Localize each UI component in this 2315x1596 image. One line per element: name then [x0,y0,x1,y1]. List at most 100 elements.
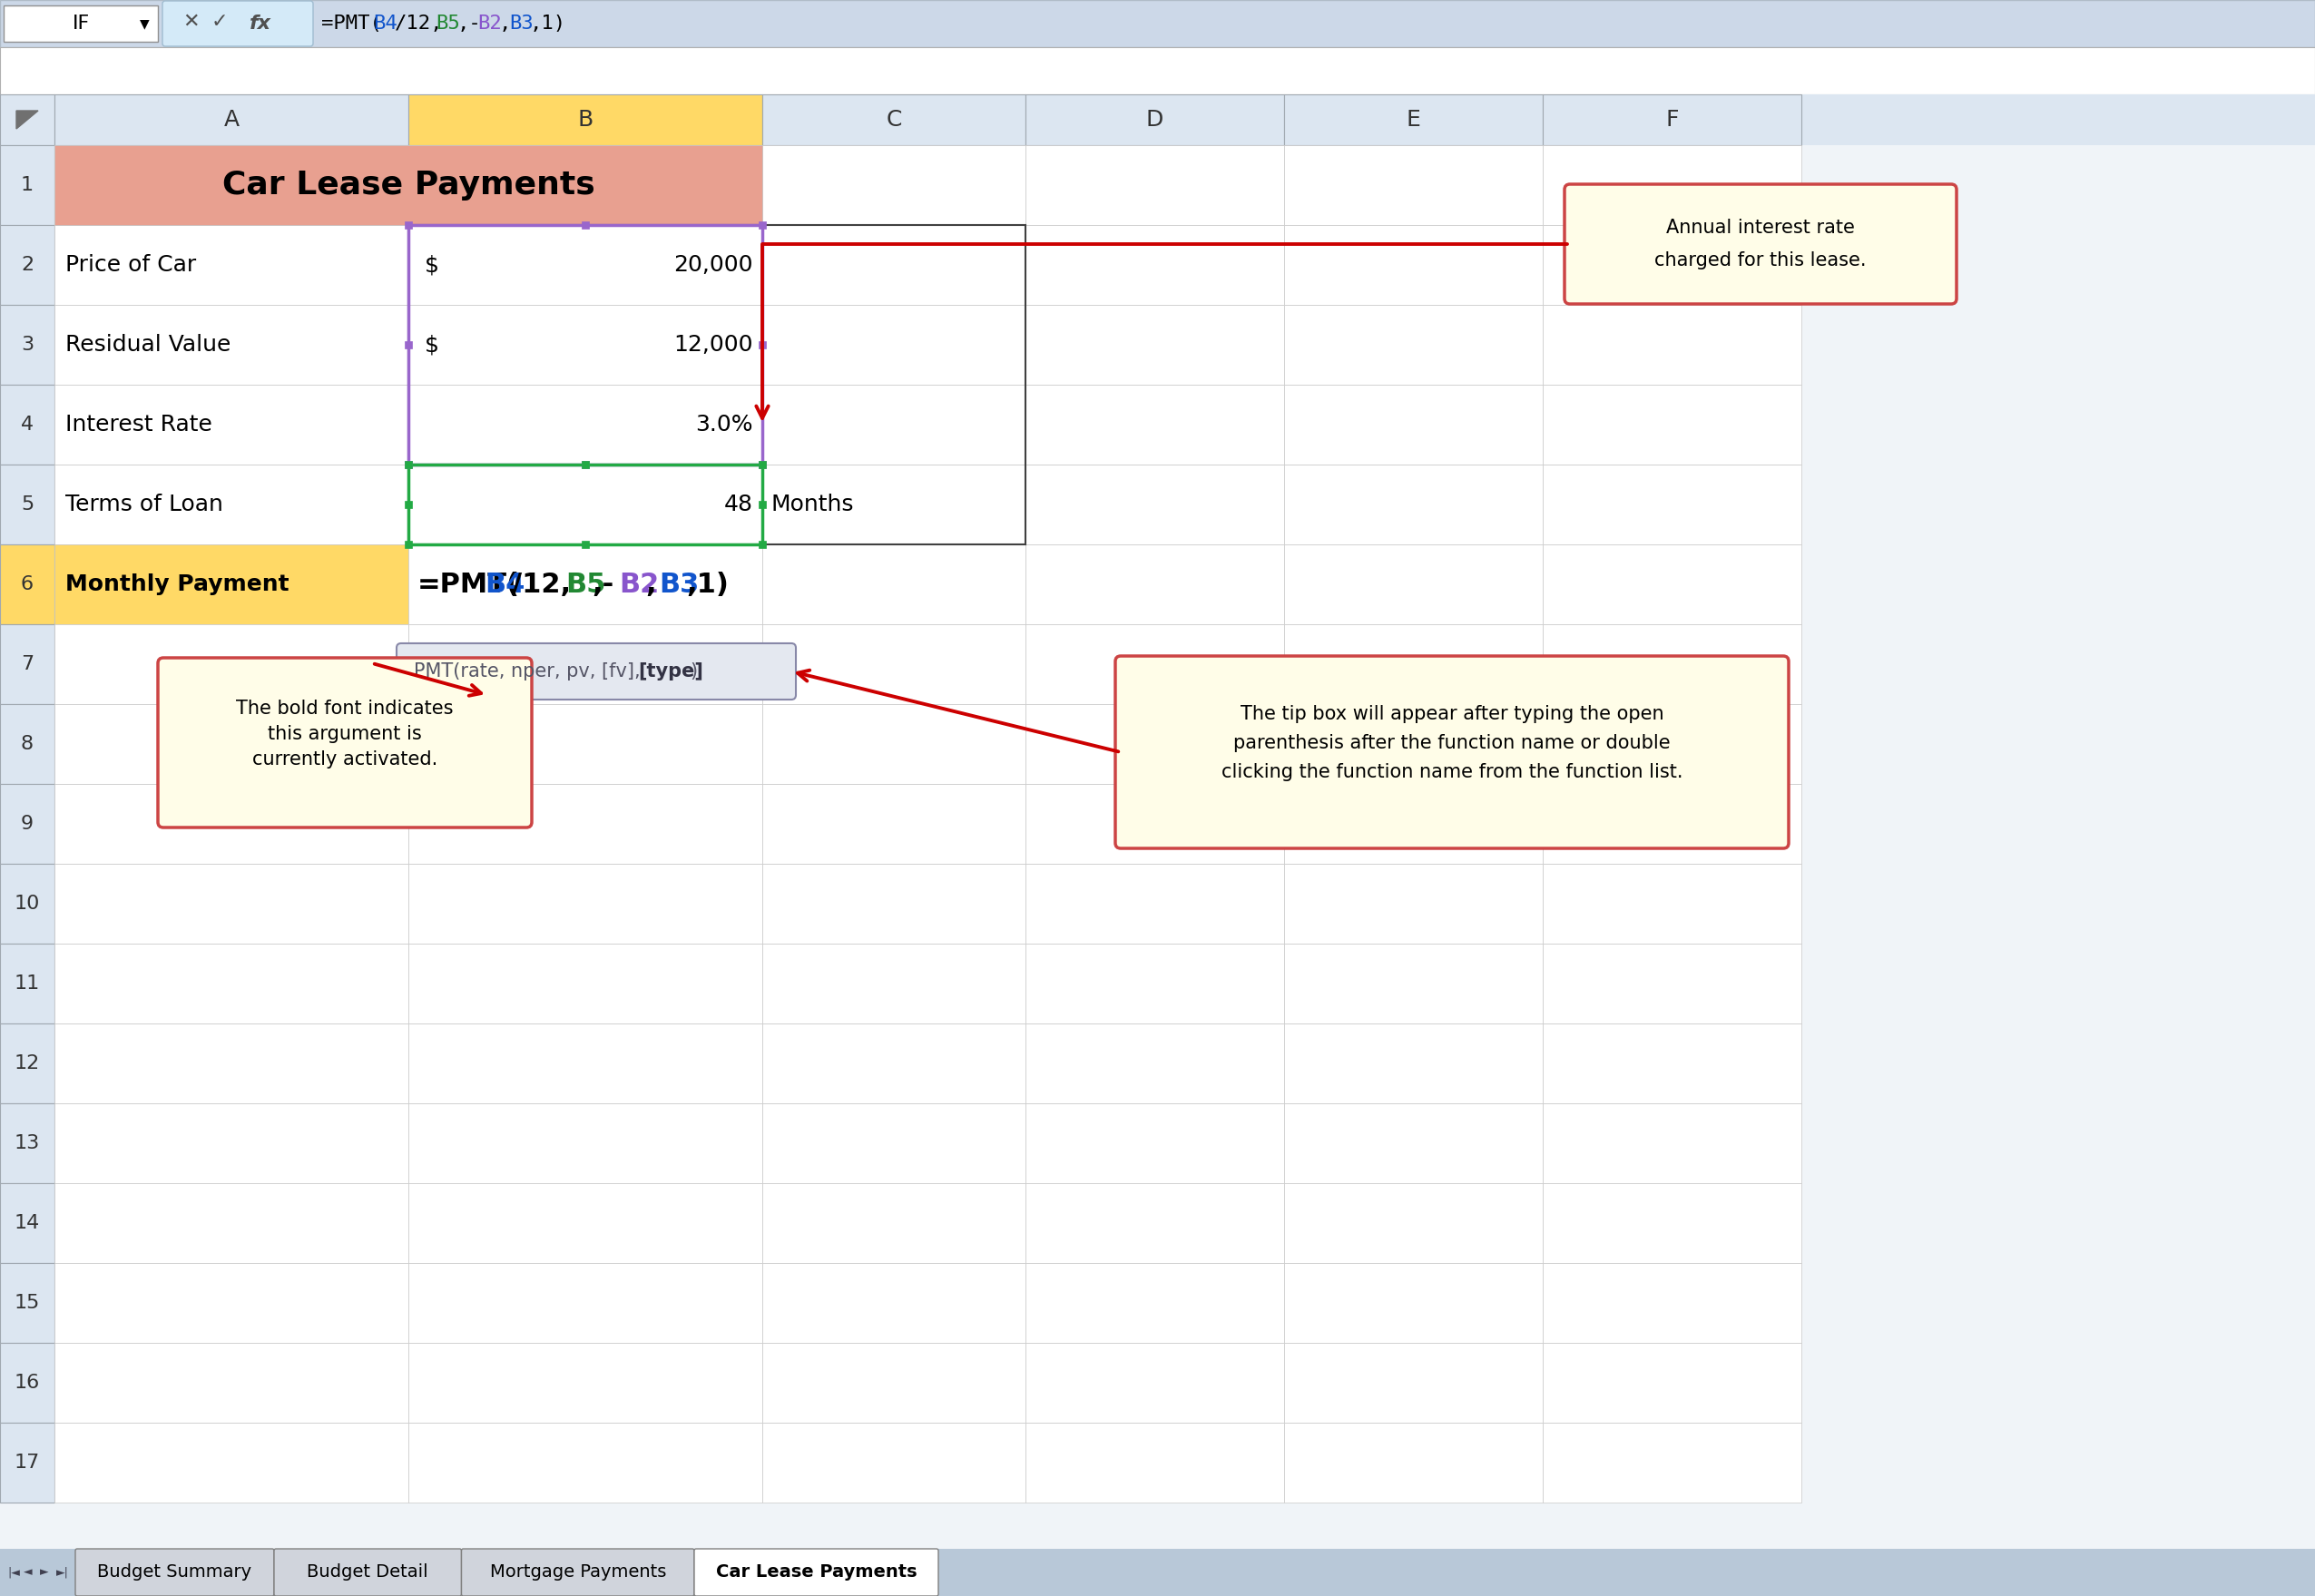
Text: |◄: |◄ [7,1567,21,1578]
FancyBboxPatch shape [1285,1342,1542,1422]
Text: 12,000: 12,000 [674,334,752,356]
FancyBboxPatch shape [762,1023,1026,1103]
Text: ): ) [690,662,697,680]
FancyBboxPatch shape [1285,1023,1542,1103]
FancyBboxPatch shape [0,1023,56,1103]
FancyBboxPatch shape [762,544,1026,624]
FancyBboxPatch shape [56,225,407,305]
FancyBboxPatch shape [1542,943,1801,1023]
FancyBboxPatch shape [1542,704,1801,784]
FancyBboxPatch shape [0,1548,2315,1596]
Text: ►: ► [39,1567,49,1578]
Text: 4: 4 [21,415,35,434]
Text: B2: B2 [477,14,502,32]
FancyBboxPatch shape [407,1103,762,1183]
Text: ,-: ,- [456,14,482,32]
Text: ►|: ►| [56,1567,69,1578]
FancyBboxPatch shape [56,863,407,943]
FancyBboxPatch shape [273,1548,461,1596]
FancyBboxPatch shape [581,461,588,468]
Text: 3: 3 [21,335,35,354]
Text: B4: B4 [373,14,398,32]
Text: ◄: ◄ [23,1567,32,1578]
FancyBboxPatch shape [407,784,762,863]
Text: 8: 8 [21,734,35,753]
FancyBboxPatch shape [0,1262,56,1342]
FancyBboxPatch shape [1542,145,1801,225]
Text: D: D [1146,109,1164,131]
FancyBboxPatch shape [759,461,766,468]
FancyBboxPatch shape [5,5,157,41]
Text: 13: 13 [14,1135,39,1152]
FancyBboxPatch shape [1285,544,1542,624]
FancyBboxPatch shape [1285,1103,1542,1183]
FancyBboxPatch shape [762,464,1026,544]
FancyBboxPatch shape [0,784,56,863]
FancyBboxPatch shape [407,385,762,464]
FancyBboxPatch shape [1026,1023,1285,1103]
Text: Annual interest rate: Annual interest rate [1667,219,1854,236]
Text: Interest Rate: Interest Rate [65,413,213,436]
Text: parenthesis after the function name or double: parenthesis after the function name or d… [1234,734,1671,752]
FancyBboxPatch shape [0,1183,56,1262]
FancyBboxPatch shape [162,2,313,46]
FancyBboxPatch shape [396,643,796,699]
FancyBboxPatch shape [1026,305,1285,385]
FancyBboxPatch shape [0,225,56,305]
Text: 3.0%: 3.0% [694,413,752,436]
FancyBboxPatch shape [407,94,762,145]
Text: 17: 17 [14,1454,39,1472]
FancyBboxPatch shape [0,1342,56,1422]
FancyBboxPatch shape [407,624,762,704]
FancyBboxPatch shape [1285,704,1542,784]
FancyBboxPatch shape [76,1548,273,1596]
Text: 2: 2 [21,255,35,275]
Text: 10: 10 [14,895,39,913]
FancyBboxPatch shape [1542,385,1801,464]
Text: $: $ [424,254,440,276]
FancyBboxPatch shape [762,225,1026,305]
FancyBboxPatch shape [1026,225,1285,305]
FancyBboxPatch shape [407,305,762,385]
Text: =PMT(: =PMT( [322,14,382,32]
FancyBboxPatch shape [1542,464,1801,544]
Text: B: B [576,109,593,131]
FancyBboxPatch shape [0,94,2315,145]
FancyBboxPatch shape [1542,1023,1801,1103]
FancyBboxPatch shape [1285,624,1542,704]
Text: 6: 6 [21,575,35,594]
Polygon shape [16,110,37,129]
FancyBboxPatch shape [1542,225,1801,305]
FancyBboxPatch shape [405,342,412,348]
FancyBboxPatch shape [762,385,1026,464]
FancyBboxPatch shape [1542,784,1801,863]
Text: charged for this lease.: charged for this lease. [1655,251,1866,270]
Text: A: A [225,109,238,131]
FancyBboxPatch shape [405,222,412,228]
FancyBboxPatch shape [0,0,2315,48]
Text: 48: 48 [725,493,752,516]
Text: Car Lease Payments: Car Lease Payments [222,169,595,201]
Text: =PMT(: =PMT( [417,571,521,597]
Text: PMT(rate, nper, pv, [fv],: PMT(rate, nper, pv, [fv], [414,662,646,680]
FancyBboxPatch shape [759,222,766,228]
FancyBboxPatch shape [759,541,766,547]
FancyBboxPatch shape [0,464,56,544]
FancyBboxPatch shape [581,222,588,228]
Text: [type]: [type] [639,662,704,680]
FancyBboxPatch shape [0,1422,56,1502]
Text: ✕: ✕ [183,13,199,30]
FancyBboxPatch shape [762,943,1026,1023]
Text: 16: 16 [14,1374,39,1392]
FancyBboxPatch shape [56,1342,407,1422]
FancyBboxPatch shape [762,145,1026,225]
FancyBboxPatch shape [0,1103,56,1183]
FancyBboxPatch shape [407,863,762,943]
FancyBboxPatch shape [1285,225,1542,305]
Text: C: C [887,109,903,131]
Text: fx: fx [250,14,271,32]
FancyBboxPatch shape [461,1548,694,1596]
FancyBboxPatch shape [407,1023,762,1103]
Text: 14: 14 [14,1215,39,1232]
FancyBboxPatch shape [407,1262,762,1342]
